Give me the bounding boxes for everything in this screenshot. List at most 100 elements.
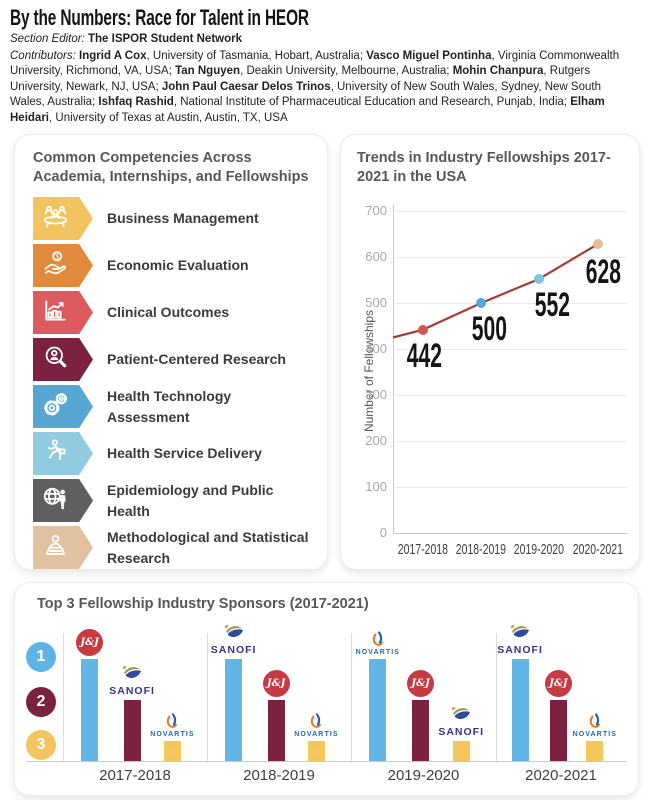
y-tick-label: 700 — [365, 203, 387, 218]
novartis-flame-icon — [372, 631, 383, 646]
sponsor-bar-rank-2 — [267, 700, 285, 761]
gridline — [393, 441, 627, 442]
data-point-value: 552 — [535, 286, 571, 325]
data-point — [592, 239, 603, 250]
person-laptop-icon — [41, 531, 70, 565]
competency-arrow — [33, 197, 93, 240]
sponsor-column: SANOFI — [490, 623, 550, 761]
x-tick-label: 2020-2021 — [558, 541, 638, 558]
gridline — [393, 487, 627, 488]
svg-text:$: $ — [55, 252, 59, 260]
competency-arrow: $ — [33, 244, 93, 287]
sponsor-column: SANOFI — [204, 623, 264, 761]
y-tick-label: 200 — [365, 433, 387, 448]
year-label: 2018-2019 — [243, 767, 315, 784]
sponsor-column: J&J — [60, 629, 120, 761]
sponsor-group-2019-2020: NOVARTIS J&J SANOFI — [351, 623, 496, 761]
person-magnifier-icon — [41, 343, 70, 377]
data-point-value: 500 — [471, 310, 507, 348]
competency-label: Epidemiology and Public Health — [107, 481, 274, 519]
jnj-monogram: J&J — [76, 629, 104, 656]
people-meeting-icon — [41, 202, 70, 236]
rank-2-badge: 2 — [26, 687, 56, 717]
section-editor-value: The ISPOR Student Network — [88, 33, 242, 45]
sanofi-logo: SANOFI — [109, 664, 155, 697]
competency-label: Health Technology Assessment — [107, 387, 232, 425]
sanofi-wordmark: SANOFI — [438, 726, 485, 738]
sponsor-column: NOVARTIS — [142, 713, 202, 761]
competency-label: Patient-Centered Research — [107, 351, 286, 367]
data-point — [417, 324, 428, 335]
group-divider — [496, 633, 497, 761]
rank-1-badge: 1 — [26, 642, 56, 672]
data-point-label: 500 — [454, 310, 524, 349]
competency-item: Clinical Outcomes — [33, 291, 313, 334]
competency-item: Health Technology Assessment — [33, 385, 313, 428]
data-point-value: 628 — [586, 253, 622, 292]
sponsor-bar-rank-3 — [163, 741, 181, 761]
competencies-list: Business Management $ Economic Evaluation C… — [33, 197, 313, 573]
x-tick-text: 2017-2018 — [397, 541, 449, 558]
gridline — [393, 533, 627, 534]
sanofi-wordmark: SANOFI — [109, 685, 155, 697]
sponsor-bar-rank-3 — [586, 741, 604, 761]
competency-item: Epidemiology and Public Health — [33, 479, 313, 522]
group-divider — [207, 633, 208, 761]
data-point-label: 552 — [518, 286, 588, 325]
sponsor-column: NOVARTIS — [286, 713, 346, 761]
jnj-logo: J&J — [76, 629, 104, 656]
sponsor-column: SANOFI — [431, 705, 491, 761]
contributor-name: Mohin Chanpura — [452, 65, 544, 78]
contributor-text: , Virginia Commonwealth University, Rich… — [10, 50, 620, 78]
y-tick-label: 500 — [365, 295, 387, 310]
competency-arrow — [33, 385, 93, 428]
competencies-panel: Common Competencies Across Academia, Int… — [14, 134, 328, 570]
competency-label: Methodological and Statistical Research — [107, 528, 309, 566]
y-tick-label: 600 — [365, 249, 387, 264]
sponsor-column: J&J — [246, 670, 306, 761]
jnj-logo: J&J — [544, 670, 572, 697]
hand-coin-icon: $ — [41, 249, 70, 283]
x-tick-label: 2019-2020 — [499, 541, 579, 558]
sponsors-panel: Top 3 Fellowship Industry Sponsors (2017… — [14, 582, 639, 796]
contributor-text: , University of New South Wales, Sydney,… — [10, 80, 601, 109]
sponsors-baseline — [26, 761, 626, 762]
sponsor-bar-rank-1 — [225, 659, 243, 761]
sponsor-group-2018-2019: SANOFI J&J NOVARTIS — [207, 623, 351, 761]
sponsors-panel-title: Top 3 Fellowship Industry Sponsors (2017… — [37, 596, 369, 612]
section-editor-label: Section Editor: — [10, 33, 85, 45]
sanofi-logo: SANOFI — [497, 623, 543, 656]
contributors-paragraph: Contributors: Ingrid A Cox, University o… — [10, 49, 626, 126]
sponsor-bar-rank-3 — [452, 741, 470, 761]
sanofi-bird-icon — [451, 706, 471, 720]
sanofi-logo: SANOFI — [438, 705, 484, 738]
competency-item: Business Management — [33, 197, 313, 240]
data-point-value: 442 — [406, 336, 442, 375]
competency-item: Health Service Delivery — [33, 432, 313, 475]
sponsor-bar-rank-2 — [412, 700, 430, 761]
section-editor-line: Section Editor: The ISPOR Student Networ… — [10, 33, 242, 45]
runner-icon — [41, 437, 70, 471]
gridline — [393, 395, 627, 396]
contributor-name: Ishfaq Rashid — [98, 96, 174, 109]
competency-label: Economic Evaluation — [107, 257, 249, 273]
sponsor-column: SANOFI — [102, 664, 162, 761]
sponsor-group-2017-2018: J&J SANOFI NOVARTIS — [63, 623, 207, 761]
contributor-name: Ingrid A Cox — [79, 50, 147, 62]
sanofi-logo: SANOFI — [211, 623, 257, 656]
y-axis-line — [393, 205, 394, 533]
competency-label: Health Service Delivery — [107, 445, 262, 461]
group-divider — [63, 633, 64, 761]
contributor-name: Vasco Miguel Pontinha — [366, 50, 492, 62]
contributor-text: , University of Tasmania, Hobart, Austra… — [146, 50, 367, 62]
chart-growth-icon — [41, 296, 70, 330]
gridline — [393, 303, 627, 304]
gridline — [393, 257, 627, 258]
jnj-logo: J&J — [407, 670, 435, 697]
contributor-text: , University of Texas at Austin, Austin,… — [49, 111, 288, 124]
contributor-name: Tan Nguyen — [175, 65, 241, 78]
x-tick-text: 2020-2021 — [572, 541, 623, 558]
sponsor-column: NOVARTIS — [348, 631, 408, 761]
contributor-text: , Rutgers University, Newark, NJ, USA; — [10, 65, 591, 93]
jnj-monogram: J&J — [407, 670, 435, 697]
